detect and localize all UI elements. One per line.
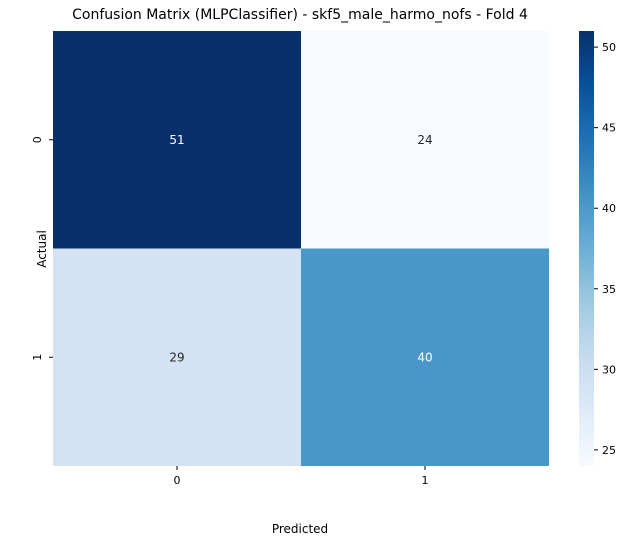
y-axis-label: Actual bbox=[35, 230, 49, 268]
heatmap-cell-r0-c0 bbox=[53, 31, 301, 249]
colorbar-tick-label: 40 bbox=[602, 202, 616, 215]
colorbar-ticks: 25 30 35 40 45 50 bbox=[594, 41, 616, 457]
heatmap-cells bbox=[53, 31, 549, 466]
y-axis: 01 bbox=[31, 136, 53, 361]
heatmap-cell-r1-c1 bbox=[301, 248, 549, 466]
colorbar-tick-label: 45 bbox=[602, 122, 616, 135]
chart-title: Confusion Matrix (MLPClassifier) - skf5_… bbox=[72, 7, 528, 23]
y-tick-label: 1 bbox=[31, 354, 44, 361]
colorbar bbox=[579, 31, 594, 466]
colorbar-tick-label: 25 bbox=[602, 444, 616, 457]
y-tick-label: 0 bbox=[31, 136, 44, 143]
cell-value-r1-c1: 40 bbox=[417, 350, 432, 364]
cell-value-r0-c0: 51 bbox=[169, 133, 184, 147]
heatmap-cell-r0-c1 bbox=[301, 31, 549, 249]
x-tick-label: 1 bbox=[422, 474, 429, 487]
cell-annotations: 51 24 29 40 bbox=[169, 133, 432, 365]
colorbar-tick-label: 50 bbox=[602, 41, 616, 54]
x-tick-label: 0 bbox=[174, 474, 181, 487]
x-axis-label: Predicted bbox=[272, 522, 328, 536]
cell-value-r1-c0: 29 bbox=[169, 350, 184, 364]
cell-value-r0-c1: 24 bbox=[417, 133, 432, 147]
heatmap-cell-r1-c0 bbox=[53, 248, 301, 466]
colorbar-tick-label: 30 bbox=[602, 363, 616, 376]
colorbar-tick-label: 35 bbox=[602, 283, 616, 296]
